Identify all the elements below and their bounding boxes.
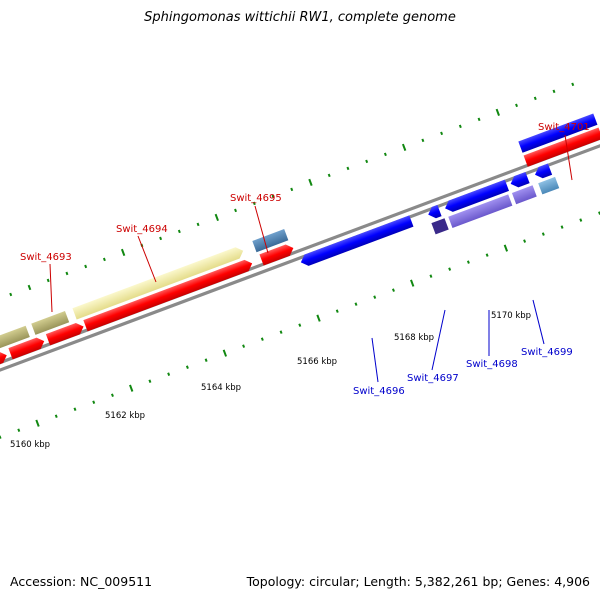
gene-fwd-3[interactable] xyxy=(45,321,86,346)
cog-box-swit-4699[interactable] xyxy=(538,176,560,195)
gene-swit-4699[interactable] xyxy=(533,163,553,181)
top-tick-row xyxy=(9,82,575,297)
genome-summary-text: Topology: circular; Length: 5,382,261 bp… xyxy=(246,574,590,589)
gene-label-swit-4694[interactable]: Swit_4694 xyxy=(116,224,168,235)
gene-label-swit-4693[interactable]: Swit_4693 xyxy=(20,252,72,263)
leader-lines xyxy=(49,134,573,383)
gene-swit-4696[interactable] xyxy=(299,215,414,268)
gene-label-swit-4696[interactable]: Swit_4696 xyxy=(353,386,405,397)
gene-label-swit-4695[interactable]: Swit_4695 xyxy=(230,193,282,204)
scale-label-5164: 5164 kbp xyxy=(201,383,241,393)
gene-swit-4695[interactable] xyxy=(259,242,295,266)
gene-swit-4694[interactable] xyxy=(83,258,254,332)
gene-fwd-2[interactable] xyxy=(8,336,46,360)
gene-label-swit-4699[interactable]: Swit_4699 xyxy=(521,347,573,358)
gene-swit-4701[interactable] xyxy=(523,127,600,167)
scale-labels: 5160 kbp 5162 kbp 5164 kbp 5166 kbp 5168… xyxy=(10,311,531,450)
gene-label-swit-4697[interactable]: Swit_4697 xyxy=(407,373,459,384)
accession-text: Accession: NC_009511 xyxy=(10,574,153,589)
gene-label-swit-4698[interactable]: Swit_4698 xyxy=(466,359,518,370)
cog-box-swit-4694[interactable] xyxy=(72,245,245,320)
reverse-strand-genes xyxy=(299,163,553,268)
gene-swit-4698[interactable] xyxy=(443,179,510,214)
cog-box-swit-4697[interactable] xyxy=(431,218,449,235)
gene-labels: Swit_4693 Swit_4694 Swit_4695 Swit_4701 … xyxy=(20,122,590,397)
cog-box-swit-4701[interactable] xyxy=(518,113,598,153)
cog-box-rev-a[interactable] xyxy=(511,185,537,205)
cog-box-swit-4695[interactable] xyxy=(252,229,289,253)
reverse-cog-boxes xyxy=(431,176,560,235)
scale-label-5166: 5166 kbp xyxy=(297,357,337,367)
scale-label-5168: 5168 kbp xyxy=(394,333,434,343)
gene-swit-4697[interactable] xyxy=(426,204,442,220)
map-title: Sphingomonas wittichii RW1, complete gen… xyxy=(144,10,456,25)
gene-fwd-1[interactable] xyxy=(0,350,9,377)
cog-box-swit-4698[interactable] xyxy=(448,194,513,229)
cog-box-olive-2[interactable] xyxy=(31,311,70,335)
forward-cog-boxes xyxy=(0,113,598,349)
bottom-tick-row xyxy=(0,211,600,439)
scale-label-5162: 5162 kbp xyxy=(105,411,145,421)
gene-rev-a[interactable] xyxy=(509,171,530,190)
forward-strand-genes xyxy=(0,127,600,377)
gene-label-swit-4701[interactable]: Swit_4701 xyxy=(538,122,590,133)
cog-box-olive-1[interactable] xyxy=(0,325,30,349)
scale-label-5160: 5160 kbp xyxy=(10,440,50,450)
scale-label-5170: 5170 kbp xyxy=(491,311,531,321)
